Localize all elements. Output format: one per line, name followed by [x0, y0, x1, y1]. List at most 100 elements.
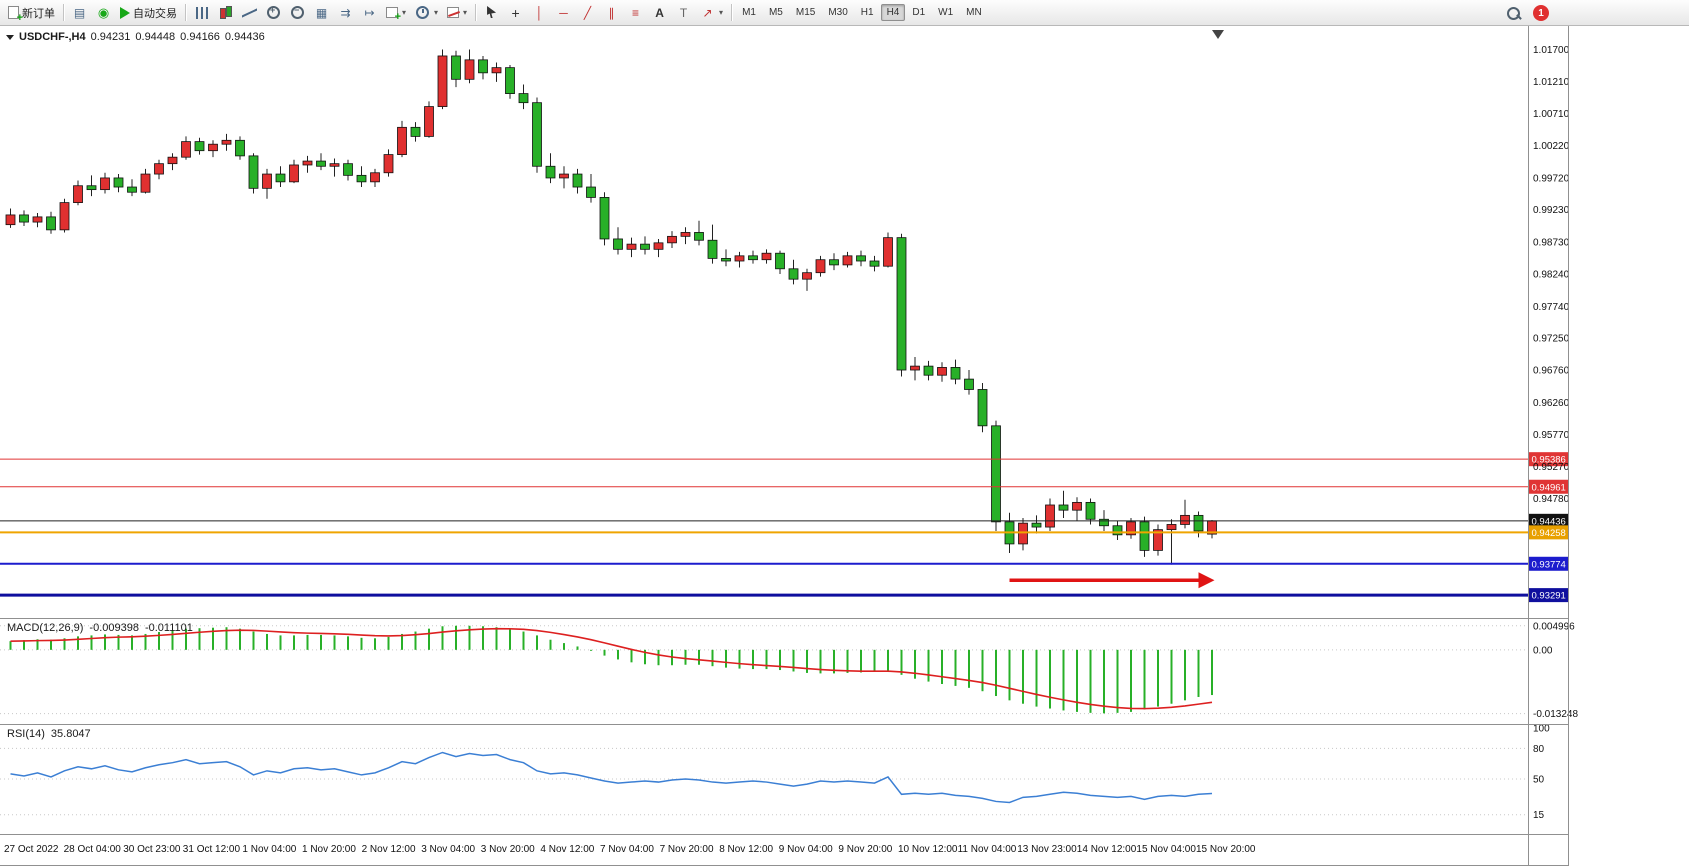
candle	[73, 185, 83, 204]
time-axis-label: 9 Nov 04:00	[779, 844, 833, 855]
price-badge	[1529, 556, 1568, 571]
bar-chart-button[interactable]	[190, 2, 213, 23]
candle	[788, 268, 799, 280]
time-axis-label: 15 Nov 20:00	[1196, 844, 1256, 855]
auto-trading-button[interactable]: 自动交易	[116, 2, 181, 23]
charts-profile-button[interactable]: ▤	[68, 2, 91, 23]
price-badge	[1529, 479, 1568, 494]
channel-icon: ∥	[608, 5, 615, 20]
cursor-button[interactable]	[480, 2, 503, 23]
candle	[1180, 514, 1190, 525]
candle	[802, 272, 812, 280]
price-axis-label: 0.97250	[1533, 334, 1570, 345]
bars-icon	[195, 6, 208, 19]
price-axis-label: 0.96260	[1533, 398, 1570, 409]
chevron-down-icon: ▾	[402, 8, 407, 17]
equidistant-channel-button[interactable]: ∥	[600, 2, 623, 23]
chart-shift-button[interactable]: ↦	[358, 2, 381, 23]
price-badge	[1529, 588, 1568, 603]
rsi-axis-label: 50	[1533, 775, 1545, 786]
price-badge-label: 0.94961	[1532, 482, 1566, 493]
line-chart-button[interactable]	[238, 2, 261, 23]
candle	[572, 173, 583, 188]
candle	[221, 139, 232, 145]
candle	[707, 239, 718, 259]
horizontal-line-button[interactable]: ─	[552, 2, 575, 23]
text-button[interactable]: A	[648, 2, 671, 23]
shift-icon: ↦	[364, 5, 375, 20]
templates-button[interactable]: ▾	[443, 2, 471, 23]
profile-icon: ▤	[73, 5, 86, 20]
candle	[505, 67, 515, 94]
trendline-button[interactable]: ╱	[576, 2, 599, 23]
candle	[640, 243, 650, 250]
candle	[1045, 504, 1055, 528]
time-axis-label: 11 Nov 04:00	[958, 844, 1017, 855]
text-label-button[interactable]: T	[672, 2, 695, 23]
chart-menu-icon[interactable]	[6, 34, 14, 40]
zoom-in-icon	[266, 5, 281, 20]
timeframe-MN[interactable]: MN	[966, 7, 982, 18]
toolbar: 新订单 ▤ ◉自动交易 ▦⇉ ↦ ▾ ▾ ▾ + │─╱ ∥ ≡ AT↗▾ M1 M5 M15 M30 H1 H4 D…	[0, 0, 1689, 26]
arrows-button[interactable]: ↗ ▾	[696, 2, 727, 23]
timeframe-M30[interactable]: M30	[828, 7, 848, 18]
clock-icon	[415, 5, 430, 20]
crosshair-icon: +	[511, 4, 520, 21]
candle	[154, 163, 164, 175]
play-icon	[120, 6, 130, 19]
rsi-axis-label: 80	[1533, 744, 1545, 755]
price-axis-label: 0.96760	[1533, 366, 1570, 377]
candle	[289, 164, 299, 183]
timeframe-H1[interactable]: H1	[860, 7, 874, 18]
tile-windows-button[interactable]: ▦	[310, 2, 333, 23]
new-chart-icon	[386, 7, 401, 23]
vertical-line-button[interactable]: │	[528, 2, 551, 23]
candle	[991, 425, 1001, 523]
fibo-icon: ≡	[632, 5, 640, 20]
chart-symbol-period: USDCHF-,H4	[19, 31, 86, 43]
candle	[1085, 501, 1096, 520]
candle	[140, 173, 151, 193]
chevron-down-icon: ▾	[719, 8, 724, 17]
timeframe-M15[interactable]: M15	[795, 7, 816, 18]
candle	[586, 186, 596, 198]
candle	[923, 365, 934, 376]
candlestick-chart-button[interactable]	[214, 2, 237, 23]
timeframe-H4[interactable]: H4	[880, 4, 906, 21]
candle	[775, 252, 785, 270]
candle	[694, 232, 704, 241]
search-button[interactable]	[1502, 3, 1525, 24]
crosshair-button[interactable]: +	[504, 2, 527, 23]
new-chart-button[interactable]: ▾	[382, 2, 410, 23]
candle	[613, 238, 623, 250]
notification-badge[interactable]: 1	[1533, 5, 1549, 21]
ohlc-high: 0.94448	[135, 31, 176, 43]
candle	[100, 177, 110, 191]
arrow-object-head[interactable]	[1198, 572, 1215, 589]
chevron-down-icon: ▾	[463, 8, 468, 17]
new-order-button[interactable]: 新订单	[4, 2, 59, 24]
timeframe-D1[interactable]: D1	[912, 7, 926, 18]
price-badge-label: 0.95386	[1532, 455, 1566, 466]
zoom-in-button[interactable]	[262, 2, 285, 23]
candle	[302, 160, 313, 166]
doc-plus-icon	[8, 6, 23, 24]
candle	[1112, 525, 1123, 536]
zoom-out-button[interactable]	[286, 2, 309, 23]
timeframe-W1[interactable]: W1	[938, 7, 954, 18]
candle	[356, 174, 367, 183]
candle	[464, 59, 475, 80]
periods-button[interactable]: ▾	[411, 2, 442, 23]
timeframe-M1[interactable]: M1	[742, 7, 756, 18]
fibonacci-button[interactable]: ≡	[624, 2, 647, 23]
auto-scroll-button[interactable]: ⇉	[334, 2, 357, 23]
candle	[964, 378, 974, 390]
timeframe-M5[interactable]: M5	[768, 7, 783, 18]
toolbar-separator	[185, 4, 186, 21]
rsi-axis-label: 15	[1533, 810, 1545, 821]
candle	[910, 365, 920, 371]
market-watch-button[interactable]: ◉	[92, 2, 115, 23]
chevron-down-icon: ▾	[434, 8, 439, 17]
time-axis-label: 13 Nov 23:00	[1017, 844, 1077, 855]
